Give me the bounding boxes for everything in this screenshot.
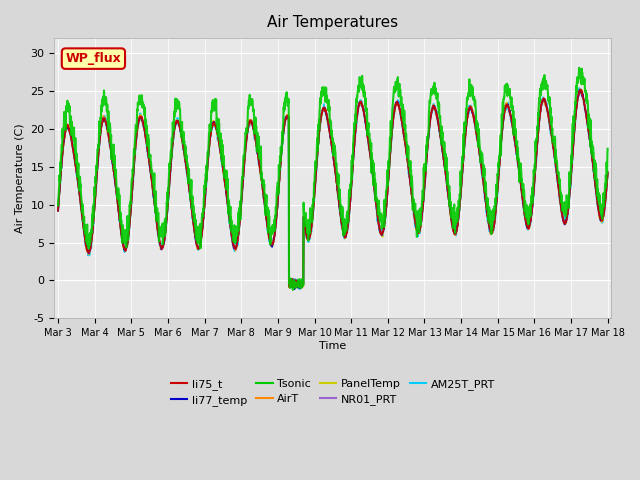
Y-axis label: Air Temperature (C): Air Temperature (C) (15, 123, 25, 233)
Title: Air Temperatures: Air Temperatures (268, 15, 399, 30)
Legend: li75_t, li77_temp, Tsonic, AirT, PanelTemp, NR01_PRT, AM25T_PRT: li75_t, li77_temp, Tsonic, AirT, PanelTe… (166, 374, 499, 410)
X-axis label: Time: Time (319, 341, 346, 351)
Text: WP_flux: WP_flux (65, 52, 122, 65)
